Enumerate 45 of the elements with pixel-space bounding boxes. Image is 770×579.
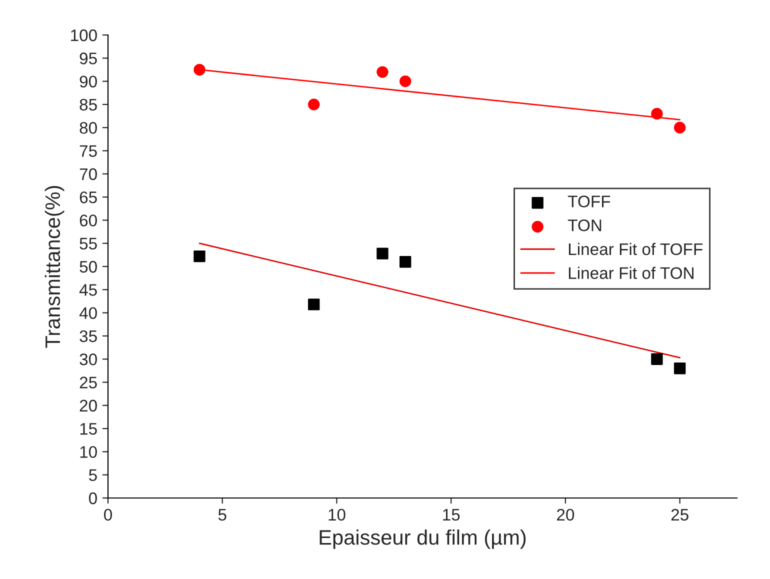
y-tick-label: 10 [80, 446, 97, 458]
y-tick-label: 50 [80, 260, 97, 273]
y-tick-label: 40 [79, 307, 97, 320]
point [651, 353, 663, 365]
point [308, 298, 320, 310]
x-tick-label: 25 [671, 508, 688, 521]
y-tick-label: 0 [88, 492, 97, 504]
point [674, 122, 686, 134]
point [651, 108, 663, 120]
y-tick-label: 30 [80, 354, 97, 366]
point [194, 64, 206, 76]
y-tick-label: 15 [80, 423, 97, 435]
x-tick-label: 0 [104, 508, 112, 521]
x-tick-label: 5 [218, 509, 226, 521]
legend-label: Linear Fit of TOFF [568, 242, 702, 256]
legend-label: Linear Fit of TON [568, 266, 694, 279]
x-axis-title: Epaisseur du film (µm) [320, 530, 526, 549]
y-tick-label: 85 [80, 98, 97, 111]
y-tick-label: 5 [88, 469, 97, 482]
y-tick-label: 65 [80, 191, 97, 204]
point [674, 362, 686, 374]
y-tick-label: 75 [80, 145, 97, 157]
y-tick-label: 45 [79, 284, 97, 296]
y-tick-label: 55 [80, 238, 97, 250]
point [376, 66, 388, 78]
y-tick-label: 60 [80, 214, 97, 226]
y-tick-label: 80 [80, 122, 97, 134]
y-tick-label: 20 [80, 400, 97, 412]
y-tick-label: 25 [80, 376, 97, 388]
x-tick-label: 10 [328, 508, 346, 521]
legend-label: TOFF [568, 196, 610, 208]
y-tick-label: 95 [80, 52, 97, 64]
y-tick-label: 90 [80, 76, 97, 88]
x-tick-label: 15 [443, 509, 460, 521]
legend-label: TON [568, 219, 602, 232]
y-tick-label: 100 [71, 29, 97, 42]
y-tick-label: 70 [80, 168, 97, 180]
point [308, 98, 320, 110]
point [376, 248, 388, 260]
point [194, 250, 206, 262]
y-tick-label: 35 [80, 330, 97, 342]
point [400, 75, 412, 88]
x-tick-label: 20 [557, 508, 574, 521]
point [400, 256, 412, 268]
y-axis-title: Transmittance(%) [44, 186, 64, 348]
